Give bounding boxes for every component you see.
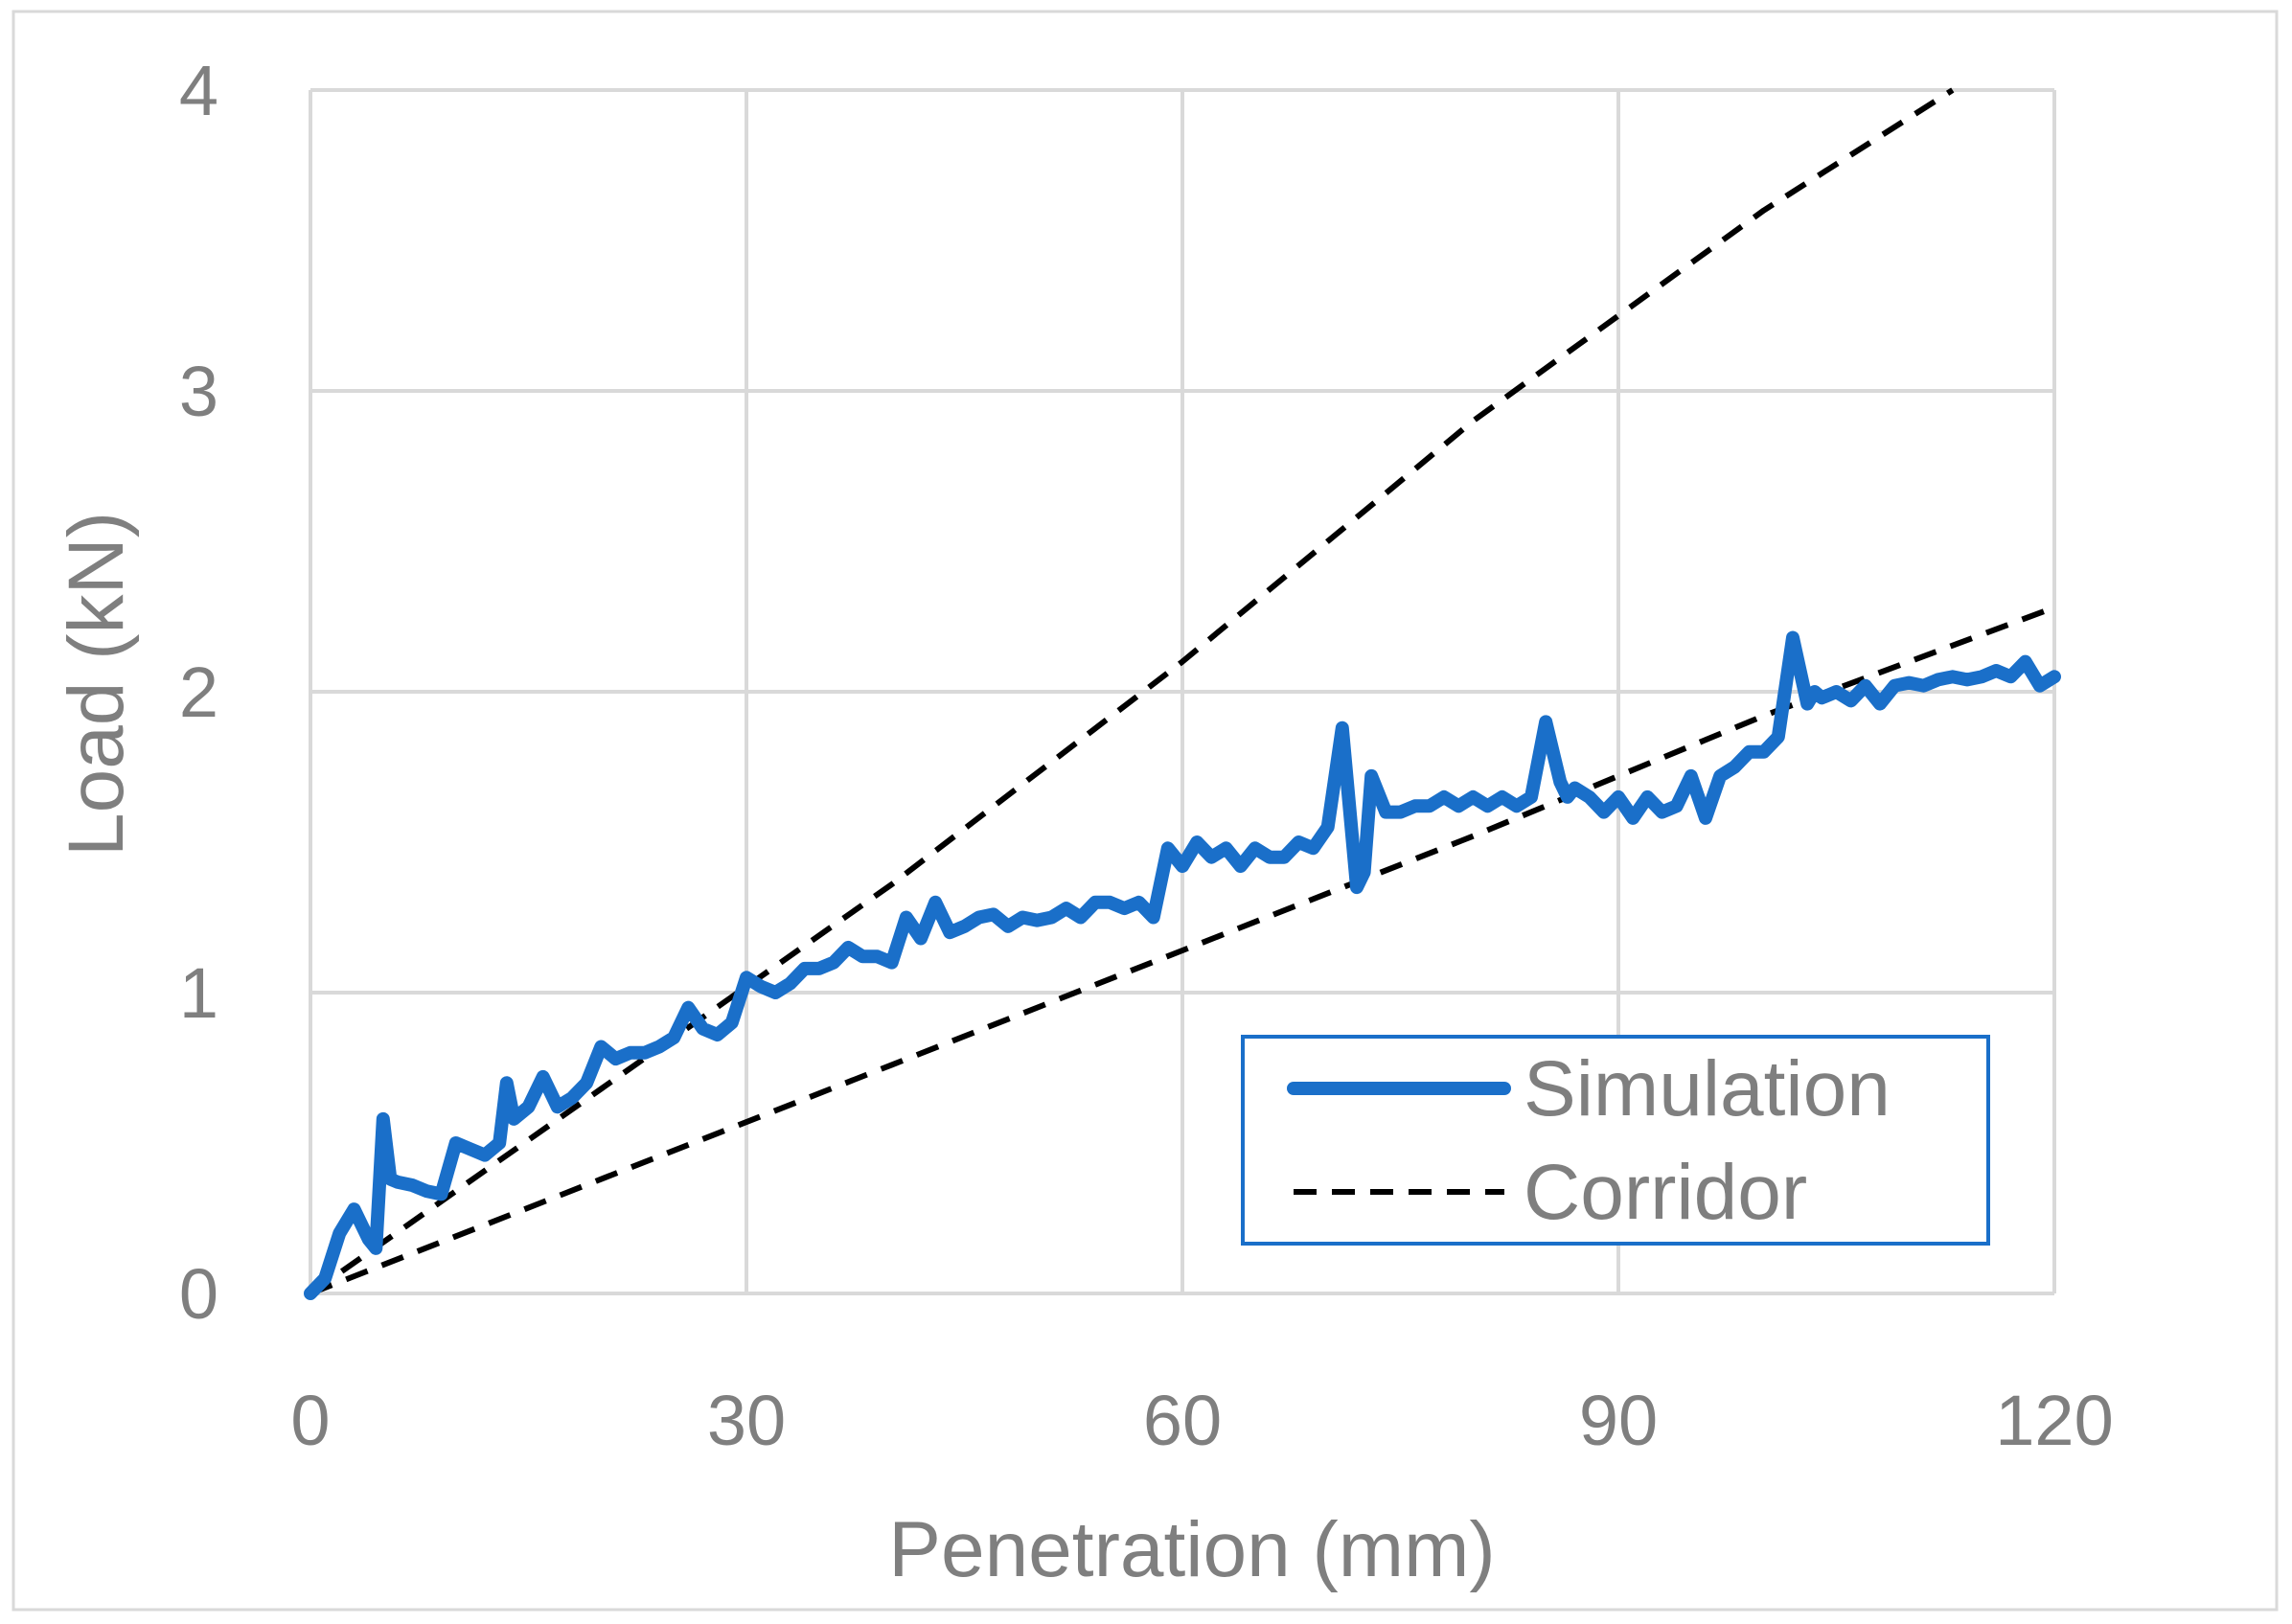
- x-tick-labels: 0 30 60 90 120: [290, 1381, 2113, 1460]
- x-tick-label-30: 30: [707, 1381, 786, 1460]
- y-tick-label-2: 2: [179, 652, 218, 732]
- y-axis-title: Load (kN): [53, 512, 140, 857]
- y-tick-label-4: 4: [179, 51, 218, 130]
- chart-border: [11, 10, 2279, 1612]
- legend-box: [1241, 1035, 1990, 1246]
- y-tick-labels: 0 1 2 3 4: [179, 51, 218, 1334]
- y-tick-label-1: 1: [179, 953, 218, 1033]
- x-axis-title: Penetration (mm): [888, 1506, 1495, 1593]
- series-group: [304, 87, 2061, 1300]
- y-tick-label-3: 3: [179, 352, 218, 431]
- x-tick-label-60: 60: [1143, 1381, 1222, 1460]
- series-line-corridor-lower-bound: [309, 605, 2056, 1296]
- y-tick-label-0: 0: [179, 1254, 218, 1334]
- series-line-simulation: [304, 630, 2061, 1300]
- x-tick-label-120: 120: [1995, 1381, 2113, 1460]
- legend-label-corridor: Corridor: [1524, 1149, 1807, 1236]
- x-tick-label-90: 90: [1579, 1381, 1658, 1460]
- legend: Simulation Corridor: [1241, 1035, 1990, 1246]
- x-tick-label-0: 0: [290, 1381, 330, 1460]
- series-line-corridor: [309, 87, 1955, 1296]
- grid-lines: [309, 88, 2056, 1295]
- legend-label-simulation: Simulation: [1524, 1045, 1891, 1132]
